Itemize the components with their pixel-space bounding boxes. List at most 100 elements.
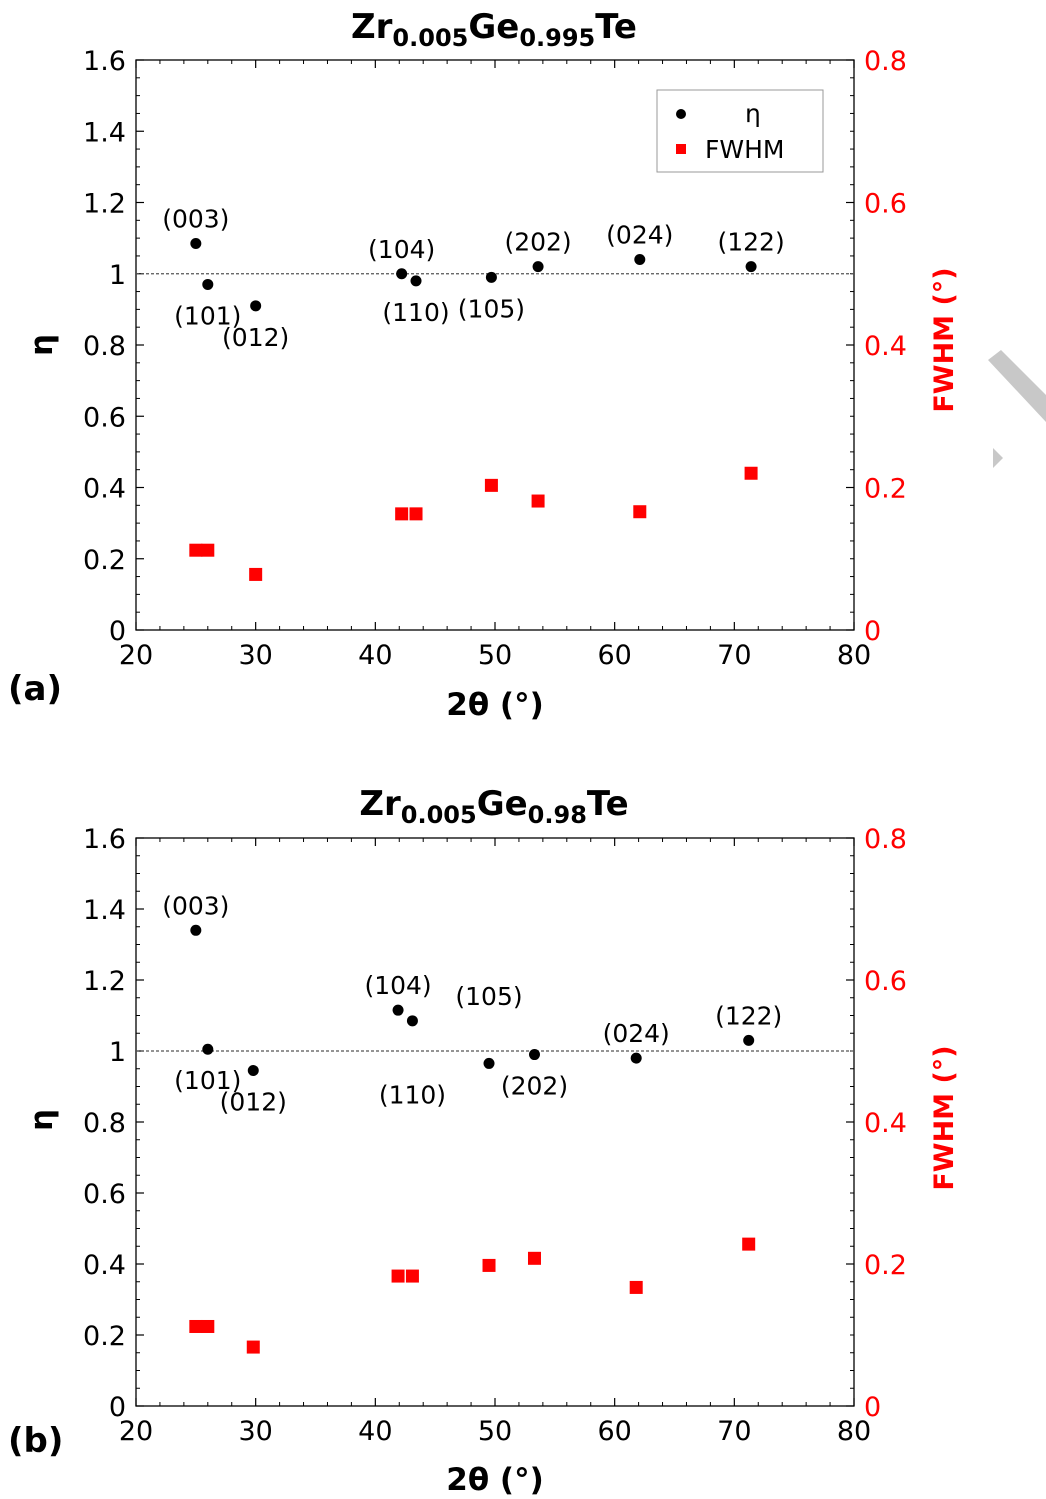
panel-a-ylabel: η (24, 334, 60, 356)
eta-point (202, 1043, 214, 1055)
fwhm-point (409, 507, 423, 521)
x-tick-label: 50 (478, 1416, 512, 1447)
fwhm-point (189, 543, 203, 557)
y-tick-label: 0.2 (83, 545, 126, 576)
y-right-tick-label: 0.4 (864, 331, 907, 362)
peak-annotation: (110) (382, 298, 449, 327)
panel-b-ylabel-right: FWHM (°) (929, 1045, 960, 1190)
eta-point (743, 1034, 755, 1046)
x-tick-label: 80 (837, 1416, 871, 1447)
fwhm-point (249, 567, 263, 581)
x-tick-label: 60 (597, 640, 631, 671)
panel-b: Zr0.005Ge0.98Te 20 30 40 50 60 70 8000.20.40.6… (8, 784, 960, 1498)
y-right-tick-label: 0.6 (864, 966, 907, 997)
peak-annotation: (202) (501, 1072, 568, 1101)
panel-a-xlabel: 2θ (°) (446, 687, 544, 723)
fwhm-point (633, 505, 647, 519)
legend-fwhm-label: FWHM (705, 135, 784, 164)
panel-b-marks (189, 924, 756, 1354)
x-tick-label: 20 (119, 1416, 153, 1447)
peak-annotation: (105) (455, 982, 522, 1011)
fwhm-point (531, 494, 545, 508)
eta-point (634, 254, 646, 265)
x-tick-label: 40 (358, 640, 392, 671)
eta-point (392, 1004, 404, 1016)
fwhm-point (189, 1319, 203, 1333)
panel-a-label: (a) (8, 669, 62, 709)
y-tick-label: 1 (109, 1037, 126, 1068)
fwhm-point (527, 1251, 541, 1265)
peak-annotation: (003) (162, 204, 229, 233)
peak-annotation: (003) (162, 891, 229, 920)
y-right-tick-label: 0.2 (864, 474, 907, 505)
peak-annotation: (122) (717, 228, 784, 257)
eta-point (396, 268, 408, 280)
panel-a-annotations: (003) (101)(012) (104) (110) (105) (202) (024)… (162, 204, 784, 351)
y-right-tick-label: 0 (864, 1392, 881, 1423)
fwhm-point (201, 1319, 215, 1333)
fwhm-point (482, 1258, 496, 1272)
y-tick-label: 1.4 (83, 117, 126, 148)
fwhm-point (742, 1237, 756, 1251)
x-tick-label: 70 (717, 1416, 751, 1447)
y-right-tick-label: 0.4 (864, 1108, 907, 1139)
peak-annotation: (012) (222, 323, 289, 352)
y-tick-label: 1.2 (83, 189, 126, 220)
x-tick-label: 30 (238, 1416, 272, 1447)
legend-fwhm-marker (676, 144, 686, 154)
eta-point (190, 924, 202, 936)
eta-point (745, 261, 757, 273)
eta-point (406, 1015, 418, 1027)
y-right-tick-label: 0.2 (864, 1250, 907, 1281)
y-tick-label: 1 (109, 260, 126, 291)
eta-point (247, 1065, 259, 1077)
peak-annotation: (012) (220, 1088, 287, 1117)
x-tick-label: 70 (717, 640, 751, 671)
svg-text:Zr0.005Ge0.995Te: Zr0.005Ge0.995Te (351, 7, 637, 52)
y-right-tick-label: 0.8 (864, 46, 907, 77)
y-tick-label: 1.2 (83, 966, 126, 997)
x-tick-label: 60 (597, 1416, 631, 1447)
y-right-tick-label: 0 (864, 616, 881, 647)
svg-text:Zr0.005Ge0.98Te: Zr0.005Ge0.98Te (359, 784, 628, 829)
peak-annotation: (024) (603, 1019, 670, 1048)
panel-b-xlabel: 2θ (°) (446, 1462, 544, 1498)
panel-a-ticks: 20 30 40 50 60 70 8000.20.40.60.811.21.41.600.… (83, 46, 907, 671)
eta-point (190, 237, 202, 249)
eta-point (485, 271, 497, 283)
fwhm-point (201, 543, 215, 557)
y-tick-label: 0.6 (83, 1179, 126, 1210)
x-tick-label: 30 (238, 640, 272, 671)
y-tick-label: 0 (109, 616, 126, 647)
y-tick-label: 0.8 (83, 331, 126, 362)
panel-b-annotations: (003) (101)(012) (104) (110) (105) (202) (024)… (162, 891, 782, 1116)
eta-point (202, 278, 214, 290)
panel-a-title: Zr0.005Ge0.995Te (351, 7, 637, 52)
eta-point (250, 300, 262, 312)
legend-eta-marker (676, 109, 686, 119)
arrow-artifact-icon (988, 350, 1046, 468)
y-tick-label: 0.4 (83, 474, 126, 505)
panel-b-title: Zr0.005Ge0.98Te (359, 784, 628, 829)
y-tick-label: 0.2 (83, 1321, 126, 1352)
eta-point (532, 261, 544, 273)
panel-a: Zr0.005Ge0.995Te 20 30 40 50 60 70 8000.20.40.… (8, 7, 960, 723)
peak-annotation: (104) (368, 235, 435, 264)
panel-b-label: (b) (8, 1421, 63, 1461)
y-tick-label: 1.4 (83, 895, 126, 926)
eta-point (630, 1052, 642, 1064)
y-tick-label: 1.6 (83, 824, 126, 855)
y-right-tick-label: 0.8 (864, 824, 907, 855)
y-tick-label: 0 (109, 1392, 126, 1423)
panel-b-plot-frame (135, 837, 855, 1407)
panel-b-ylabel: η (24, 1109, 60, 1131)
panel-b-ticks: 20 30 40 50 60 70 8000.20.40.60.811.21.41.600.… (83, 824, 907, 1447)
peak-annotation: (101) (174, 301, 241, 330)
peak-annotation: (104) (364, 971, 431, 1000)
x-tick-label: 20 (119, 640, 153, 671)
peak-annotation: (122) (715, 1001, 782, 1030)
peak-annotation: (024) (606, 221, 673, 250)
y-tick-label: 1.6 (83, 46, 126, 77)
panel-a-legend: η FWHM (656, 89, 824, 173)
